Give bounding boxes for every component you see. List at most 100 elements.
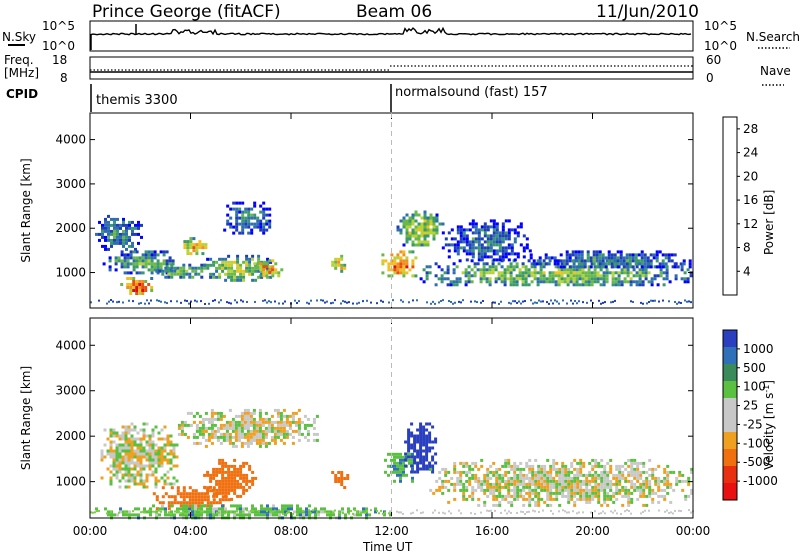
ground-scatter-pixel — [480, 511, 482, 514]
echo-pixel — [194, 492, 198, 496]
echo-pixel — [125, 232, 128, 236]
echo-pixel — [182, 272, 186, 276]
echo-pixel — [456, 243, 460, 247]
ground-scatter-pixel — [474, 300, 476, 303]
echo-pixel — [288, 414, 292, 418]
echo-pixel — [573, 491, 577, 495]
echo-pixel — [531, 497, 535, 501]
echo-pixel — [268, 225, 272, 229]
echo-pixel — [201, 252, 205, 256]
echo-pixel — [127, 428, 131, 432]
echo-pixel — [411, 461, 414, 465]
echo-pixel — [260, 510, 263, 514]
ground-scatter-pixel — [690, 511, 692, 514]
ground-scatter-pixel — [510, 302, 512, 305]
echo-pixel — [579, 494, 583, 498]
echo-pixel — [631, 256, 635, 260]
echo-pixel — [586, 250, 590, 254]
echo-pixel — [483, 476, 487, 480]
echo-pixel — [228, 435, 232, 439]
echo-pixel — [241, 225, 245, 229]
echo-pixel — [663, 482, 667, 486]
echo-pixel — [450, 482, 454, 486]
echo-pixel — [588, 488, 592, 492]
echo-pixel — [455, 277, 459, 281]
ground-scatter-pixel — [180, 512, 182, 515]
ground-scatter-pixel — [160, 510, 162, 513]
echo-pixel — [636, 488, 640, 492]
echo-pixel — [98, 232, 101, 236]
echo-pixel — [248, 485, 252, 489]
echo-pixel — [488, 268, 492, 272]
echo-pixel — [249, 423, 253, 427]
echo-pixel — [206, 507, 209, 511]
echo-pixel — [182, 269, 186, 273]
echo-pixel — [206, 491, 210, 495]
echo-pixel — [519, 467, 523, 471]
echo-pixel — [584, 277, 588, 281]
echo-pixel — [615, 497, 619, 501]
echo-pixel — [155, 498, 159, 502]
colorbar-tick-label: -1000 — [743, 474, 778, 488]
echo-pixel — [480, 249, 484, 253]
echo-pixel — [118, 455, 122, 459]
echo-pixel — [179, 266, 183, 270]
ground-scatter-pixel — [328, 511, 330, 514]
echo-pixel — [471, 485, 475, 489]
echo-pixel — [204, 411, 208, 415]
echo-pixel — [399, 268, 403, 272]
echo-pixel — [134, 232, 137, 236]
echo-pixel — [561, 485, 565, 489]
echo-pixel — [598, 259, 602, 263]
echo-pixel — [495, 231, 499, 235]
echo-pixel — [188, 275, 192, 279]
echo-pixel — [609, 467, 613, 471]
echo-pixel — [192, 237, 196, 241]
ground-scatter-pixel — [672, 512, 674, 515]
echo-pixel — [212, 275, 216, 279]
echo-pixel — [468, 228, 472, 232]
echo-pixel — [588, 497, 592, 501]
echo-pixel — [128, 235, 131, 239]
echo-pixel — [482, 277, 486, 281]
echo-pixel — [410, 464, 414, 468]
colorbar-tick-label: 24 — [743, 146, 758, 160]
echo-pixel — [564, 473, 568, 477]
echo-pixel — [151, 440, 155, 444]
echo-pixel — [279, 414, 283, 418]
echo-pixel — [538, 259, 542, 263]
echo-pixel — [239, 263, 243, 267]
echo-pixel — [227, 479, 231, 483]
echo-pixel — [218, 266, 222, 270]
echo-pixel — [127, 473, 131, 477]
echo-pixel — [616, 250, 620, 254]
echo-pixel — [525, 237, 529, 241]
echo-pixel — [564, 485, 568, 489]
echo-pixel — [560, 274, 564, 278]
echo-pixel — [236, 504, 239, 508]
echo-pixel — [665, 277, 669, 281]
echo-pixel — [130, 479, 134, 483]
echo-pixel — [462, 494, 466, 498]
echo-pixel — [194, 504, 197, 508]
echo-pixel — [222, 414, 226, 418]
echo-pixel — [239, 467, 243, 471]
echo-pixel — [121, 434, 125, 438]
echo-pixel — [224, 482, 228, 486]
echo-pixel — [277, 274, 281, 278]
x-tick-label: 04:00 — [173, 524, 208, 538]
ground-scatter-pixel — [540, 300, 542, 303]
echo-pixel — [567, 476, 571, 480]
echo-pixel — [590, 280, 594, 284]
echo-pixel — [188, 507, 191, 511]
echo-pixel — [104, 247, 107, 251]
echo-pixel — [591, 485, 595, 489]
echo-pixel — [195, 435, 199, 439]
echo-pixel — [416, 437, 420, 441]
ground-scatter-pixel — [452, 302, 454, 305]
nave-tick-top: 60 — [706, 53, 721, 67]
echo-pixel — [468, 222, 472, 226]
echo-pixel — [579, 488, 583, 492]
echo-pixel — [153, 253, 157, 257]
echo-pixel — [537, 494, 541, 498]
